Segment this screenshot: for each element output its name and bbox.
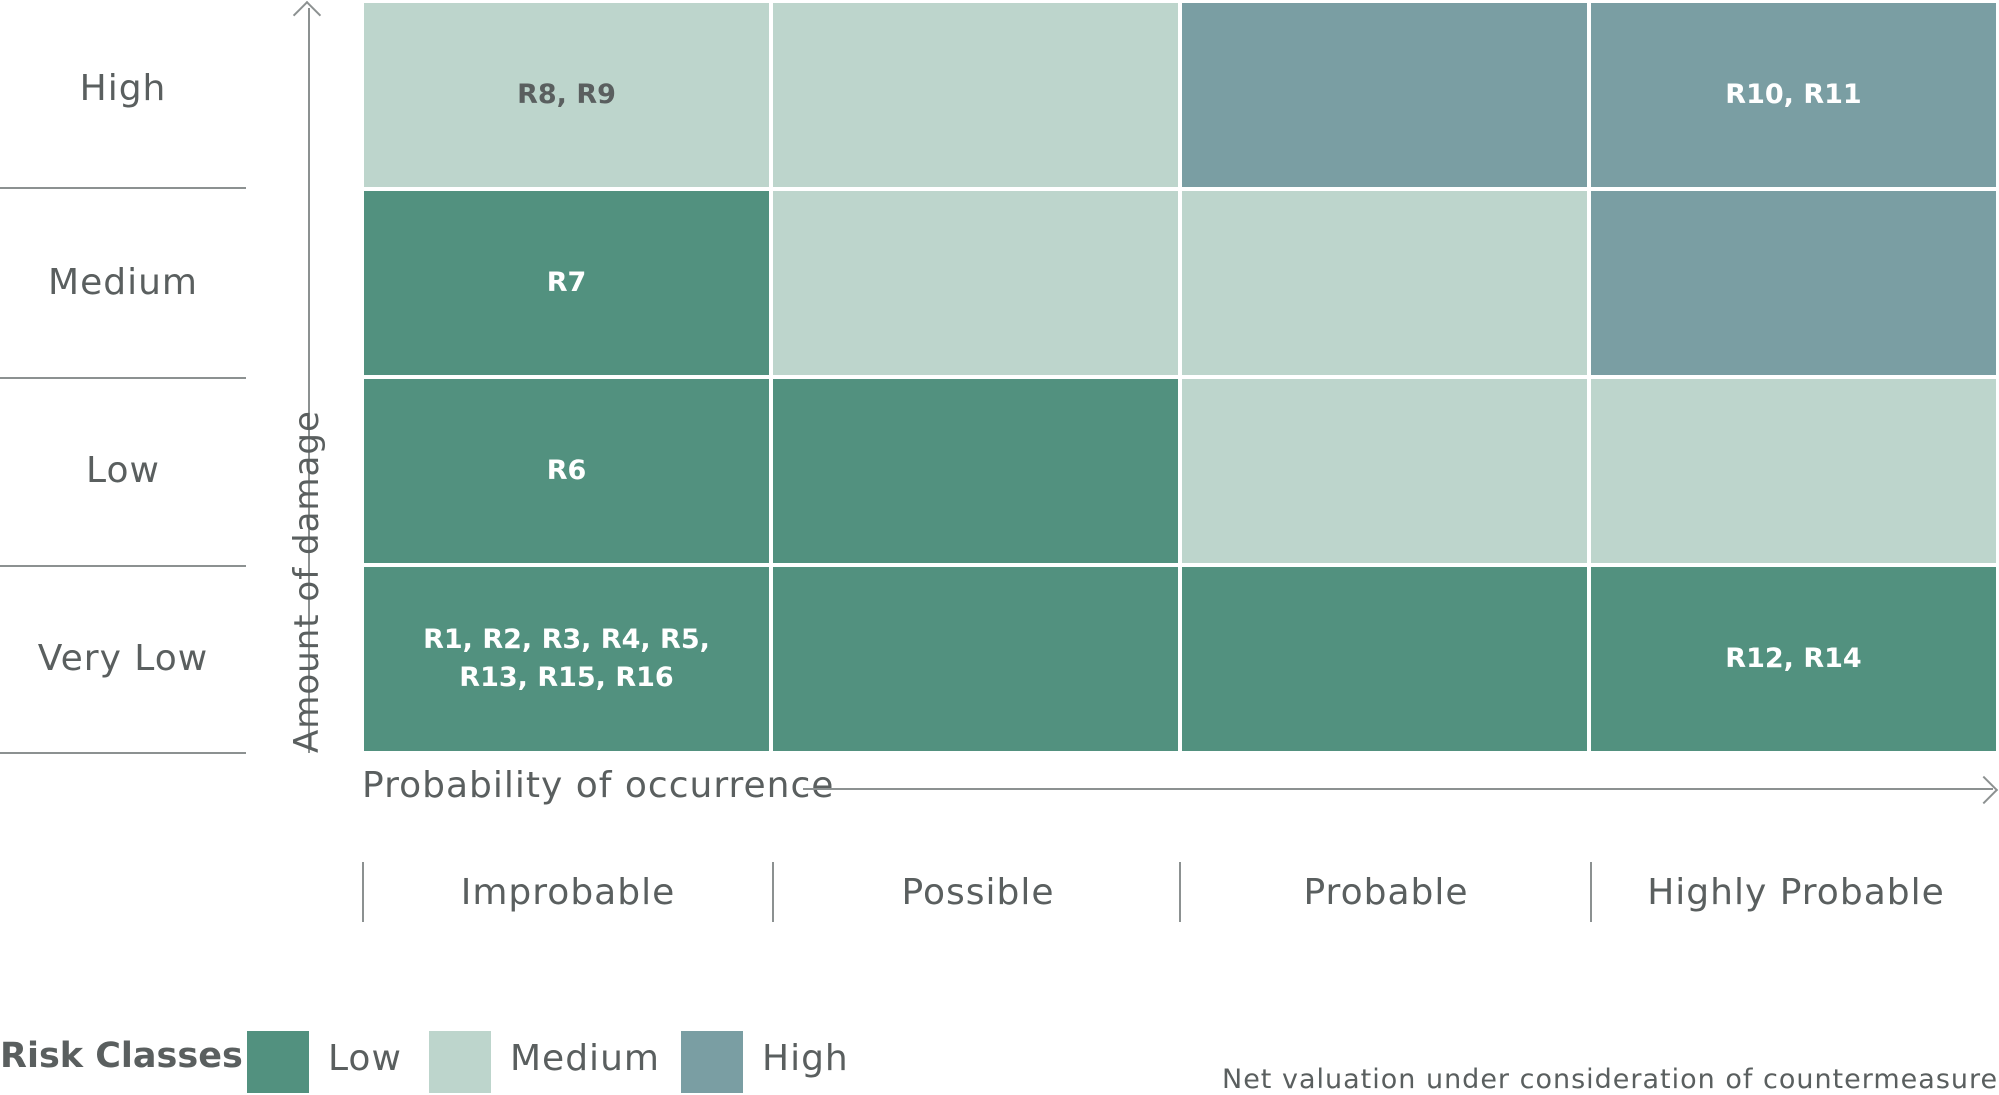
matrix-cell-very-low-highly-probable: R12, R14 bbox=[1591, 567, 1996, 751]
row-label-very-low: Very Low bbox=[37, 638, 209, 679]
column-divider bbox=[1590, 862, 1592, 922]
row-divider bbox=[0, 565, 246, 567]
column-label-possible: Possible bbox=[901, 871, 1055, 913]
legend-label-high: High bbox=[762, 1038, 849, 1079]
legend-swatch-medium bbox=[429, 1031, 491, 1093]
legend-title: Risk Classes bbox=[0, 1036, 243, 1076]
column-label-probable: Probable bbox=[1303, 871, 1469, 913]
matrix-cell-high-improbable: R8, R9 bbox=[364, 3, 769, 187]
matrix-cell-low-possible bbox=[773, 379, 1178, 563]
matrix-cell-high-probable bbox=[1182, 3, 1587, 187]
row-label-low: Low bbox=[86, 450, 160, 491]
matrix-cell-very-low-improbable: R1, R2, R3, R4, R5, R13, R15, R16 bbox=[364, 567, 769, 751]
column-divider bbox=[772, 862, 774, 922]
matrix-cell-high-possible bbox=[773, 3, 1178, 187]
column-label-highly-probable: Highly Probable bbox=[1647, 871, 1945, 913]
row-divider bbox=[0, 187, 246, 189]
legend-swatch-high bbox=[681, 1031, 743, 1093]
x-axis-label: Probability of occurrence bbox=[362, 765, 835, 806]
legend-swatch-low bbox=[247, 1031, 309, 1093]
column-divider bbox=[1179, 862, 1181, 922]
row-label-high: High bbox=[79, 68, 167, 109]
footnote: Net valuation under consideration of cou… bbox=[1222, 1064, 1999, 1095]
matrix-cell-low-probable bbox=[1182, 379, 1587, 563]
matrix-cell-very-low-probable bbox=[1182, 567, 1587, 751]
matrix-cell-low-highly-probable bbox=[1591, 379, 1996, 563]
matrix-cell-very-low-possible bbox=[773, 567, 1178, 751]
column-divider bbox=[362, 862, 364, 922]
column-label-improbable: Improbable bbox=[460, 871, 676, 913]
x-axis-line bbox=[803, 788, 1993, 790]
row-divider bbox=[0, 377, 246, 379]
matrix-cell-high-highly-probable: R10, R11 bbox=[1591, 3, 1996, 187]
matrix-cell-medium-highly-probable bbox=[1591, 191, 1996, 375]
row-label-medium: Medium bbox=[48, 262, 198, 303]
y-axis-arrow-icon bbox=[292, 0, 322, 30]
y-axis-label: Amount of damage bbox=[287, 410, 327, 753]
legend-label-low: Low bbox=[328, 1038, 402, 1079]
y-axis-line bbox=[308, 8, 310, 753]
legend-label-medium: Medium bbox=[510, 1038, 660, 1079]
matrix-cell-medium-probable bbox=[1182, 191, 1587, 375]
row-divider bbox=[0, 752, 246, 754]
matrix-cell-medium-possible bbox=[773, 191, 1178, 375]
matrix-cell-medium-improbable: R7 bbox=[364, 191, 769, 375]
x-axis-arrow-icon bbox=[1969, 775, 1999, 805]
risk-matrix: R8, R9 R10, R11 R7 R6 R1, R2, R3, R4, R5… bbox=[364, 3, 1996, 751]
matrix-cell-low-improbable: R6 bbox=[364, 379, 769, 563]
